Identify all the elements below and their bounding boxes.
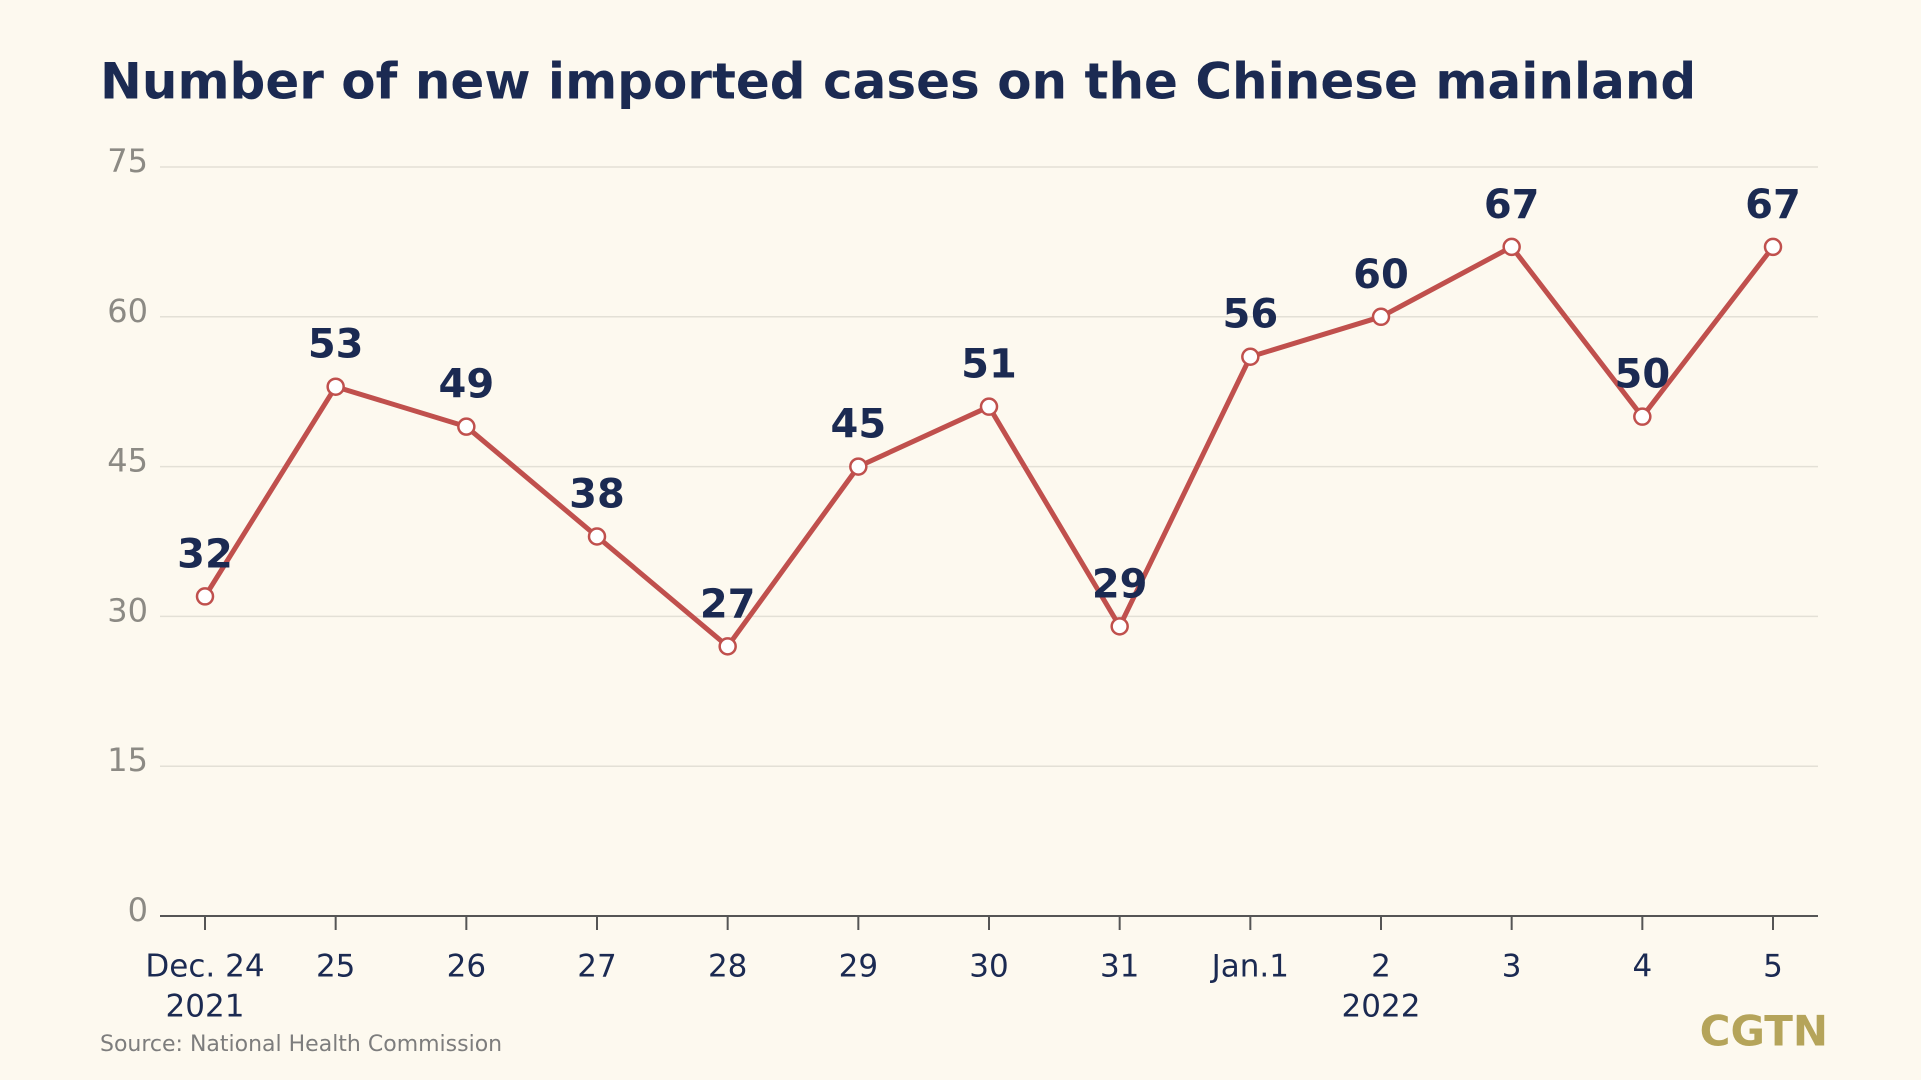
point <box>1110 617 1129 636</box>
y-tick-label: 45 <box>107 442 148 480</box>
x-tick-label: 28 <box>708 949 747 985</box>
y-tick-label: 60 <box>107 292 148 330</box>
point <box>1371 307 1391 327</box>
y-tick-label: 75 <box>107 142 148 180</box>
data-label: 27 <box>700 581 756 627</box>
data-label: 45 <box>830 402 886 448</box>
x-tick-label: 25 <box>316 949 355 985</box>
data-label: 51 <box>961 342 1017 388</box>
x-tick-label: 30 <box>969 949 1008 985</box>
x-tick-label: 31 <box>1100 949 1139 985</box>
x-tick-label: 5 <box>1763 949 1783 985</box>
logo: CGTN <box>1700 1007 1828 1056</box>
point <box>718 637 737 656</box>
year-label: 2022 <box>1342 989 1421 1025</box>
data-label: 29 <box>1092 561 1148 607</box>
data-label: 50 <box>1614 352 1670 398</box>
y-tick-label: 15 <box>107 741 148 779</box>
chart-title: Number of new imported cases on the Chin… <box>100 53 1696 111</box>
point <box>1502 237 1521 257</box>
x-tick-label: 26 <box>447 949 486 985</box>
y-tick-label: 0 <box>128 891 148 929</box>
data-label: 67 <box>1484 182 1540 228</box>
x-tick-label: 29 <box>839 949 878 985</box>
x-tick-label: Jan.1 <box>1210 949 1289 985</box>
point <box>457 417 476 436</box>
point <box>587 527 607 546</box>
x-tick-label: 3 <box>1502 949 1522 985</box>
y-tick-label: 30 <box>107 591 148 629</box>
data-label: 67 <box>1745 182 1801 228</box>
x-tick-label: 4 <box>1632 949 1652 985</box>
data-label: 32 <box>177 531 233 577</box>
x-tick-label: Dec. 24 <box>145 949 264 985</box>
data-label: 60 <box>1353 252 1409 298</box>
data-label: 38 <box>569 472 625 518</box>
point <box>1763 237 1783 257</box>
data-label: 53 <box>308 322 364 368</box>
x-tick-label: 2 <box>1371 949 1391 985</box>
point <box>979 397 999 416</box>
data-label: 49 <box>438 362 494 408</box>
source: Source: National Health Commission <box>100 1032 502 1057</box>
point <box>1241 347 1260 366</box>
year-label: 2021 <box>166 989 245 1025</box>
point <box>849 457 868 476</box>
x-tick-label: 27 <box>577 949 616 985</box>
point <box>195 587 215 606</box>
point <box>1633 407 1652 426</box>
point <box>326 377 345 396</box>
data-label: 56 <box>1222 292 1278 338</box>
